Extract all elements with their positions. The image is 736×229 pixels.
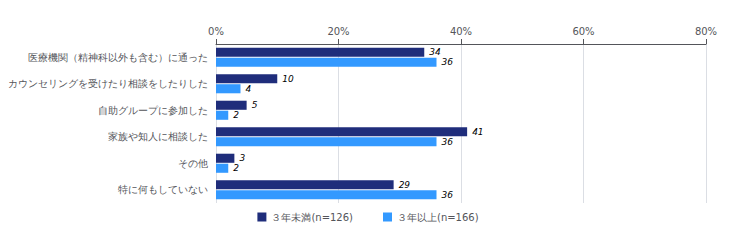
svg-text:医療機関（精神科以外も含む）に通った: 医療機関（精神科以外も含む）に通った <box>28 52 208 63</box>
svg-text:10: 10 <box>282 74 294 84</box>
svg-text:29: 29 <box>399 180 411 190</box>
svg-text:３年以上(n=166): ３年以上(n=166) <box>397 212 479 223</box>
svg-text:36: 36 <box>442 57 454 67</box>
svg-text:0%: 0% <box>208 26 224 37</box>
svg-text:4: 4 <box>246 84 252 94</box>
svg-text:5: 5 <box>252 100 258 110</box>
svg-text:36: 36 <box>442 137 454 147</box>
svg-text:３年未満(n=126): ３年未満(n=126) <box>271 212 353 223</box>
svg-text:40%: 40% <box>450 26 472 37</box>
svg-text:20%: 20% <box>327 26 349 37</box>
svg-text:カウンセリングを受けたり相談をしたりした: カウンセリングを受けたり相談をしたりした <box>8 78 208 89</box>
svg-text:36: 36 <box>442 190 454 200</box>
svg-text:41: 41 <box>472 127 483 137</box>
svg-text:3: 3 <box>239 153 245 163</box>
svg-text:その他: その他 <box>178 158 208 169</box>
svg-text:自助グループに参加した: 自助グループに参加した <box>98 105 208 116</box>
svg-text:80%: 80% <box>695 26 717 37</box>
svg-text:家族や知人に相談した: 家族や知人に相談した <box>108 131 208 142</box>
svg-text:34: 34 <box>429 47 441 57</box>
svg-text:2: 2 <box>233 163 239 173</box>
svg-text:特に何もしていない: 特に何もしていない <box>118 184 208 195</box>
svg-text:60%: 60% <box>572 26 594 37</box>
svg-text:2: 2 <box>233 110 239 120</box>
